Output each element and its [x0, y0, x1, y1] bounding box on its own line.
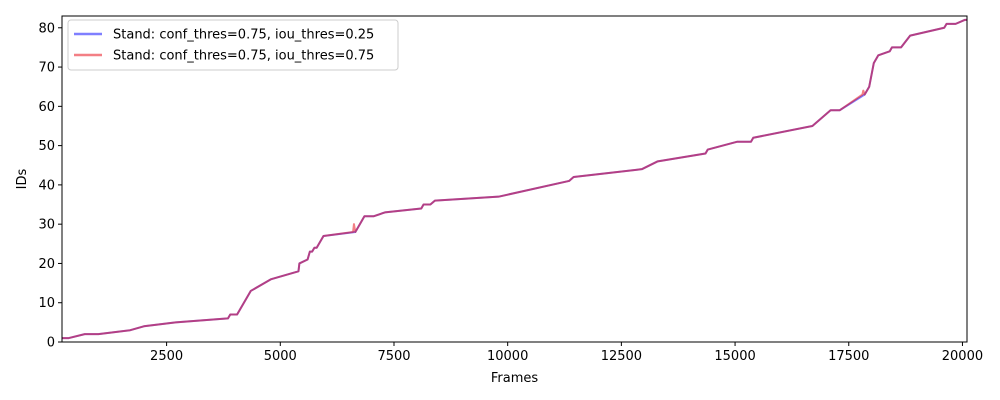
y-tick-label: 10	[38, 296, 55, 311]
x-tick-label: 10000	[487, 349, 528, 364]
y-axis: 0 10 20 30 40 50 60 70 80	[38, 21, 62, 351]
x-tick-label: 20000	[942, 349, 983, 364]
x-axis: 2500 5000 7500 10000 12500 15000 17500 20000	[150, 342, 983, 364]
x-tick-label: 12500	[601, 349, 642, 364]
y-tick-label: 20	[38, 257, 55, 272]
x-tick-label: 5000	[264, 349, 297, 364]
plot-area	[62, 18, 967, 340]
y-axis-label: IDs	[15, 168, 30, 189]
x-axis-label: Frames	[491, 371, 539, 386]
y-tick-label: 30	[38, 218, 55, 233]
y-tick-label: 70	[38, 61, 55, 76]
x-tick-label: 17500	[828, 349, 869, 364]
y-tick-label: 60	[38, 100, 55, 115]
y-tick-label: 80	[38, 21, 55, 36]
legend-label: Stand: conf_thres=0.75, iou_thres=0.75	[113, 49, 374, 64]
y-tick-label: 40	[38, 178, 55, 193]
x-tick-label: 7500	[377, 349, 410, 364]
legend: Stand: conf_thres=0.75, iou_thres=0.25 St…	[67, 19, 399, 71]
legend-label: Stand: conf_thres=0.75, iou_thres=0.25	[113, 28, 374, 43]
x-tick-label: 2500	[150, 349, 183, 364]
y-tick-label: 0	[47, 336, 55, 351]
plot-frame	[61, 15, 968, 343]
legend-box	[67, 19, 399, 71]
x-tick-label: 15000	[714, 349, 755, 364]
series-line-2	[62, 18, 967, 340]
y-tick-label: 50	[38, 139, 55, 154]
